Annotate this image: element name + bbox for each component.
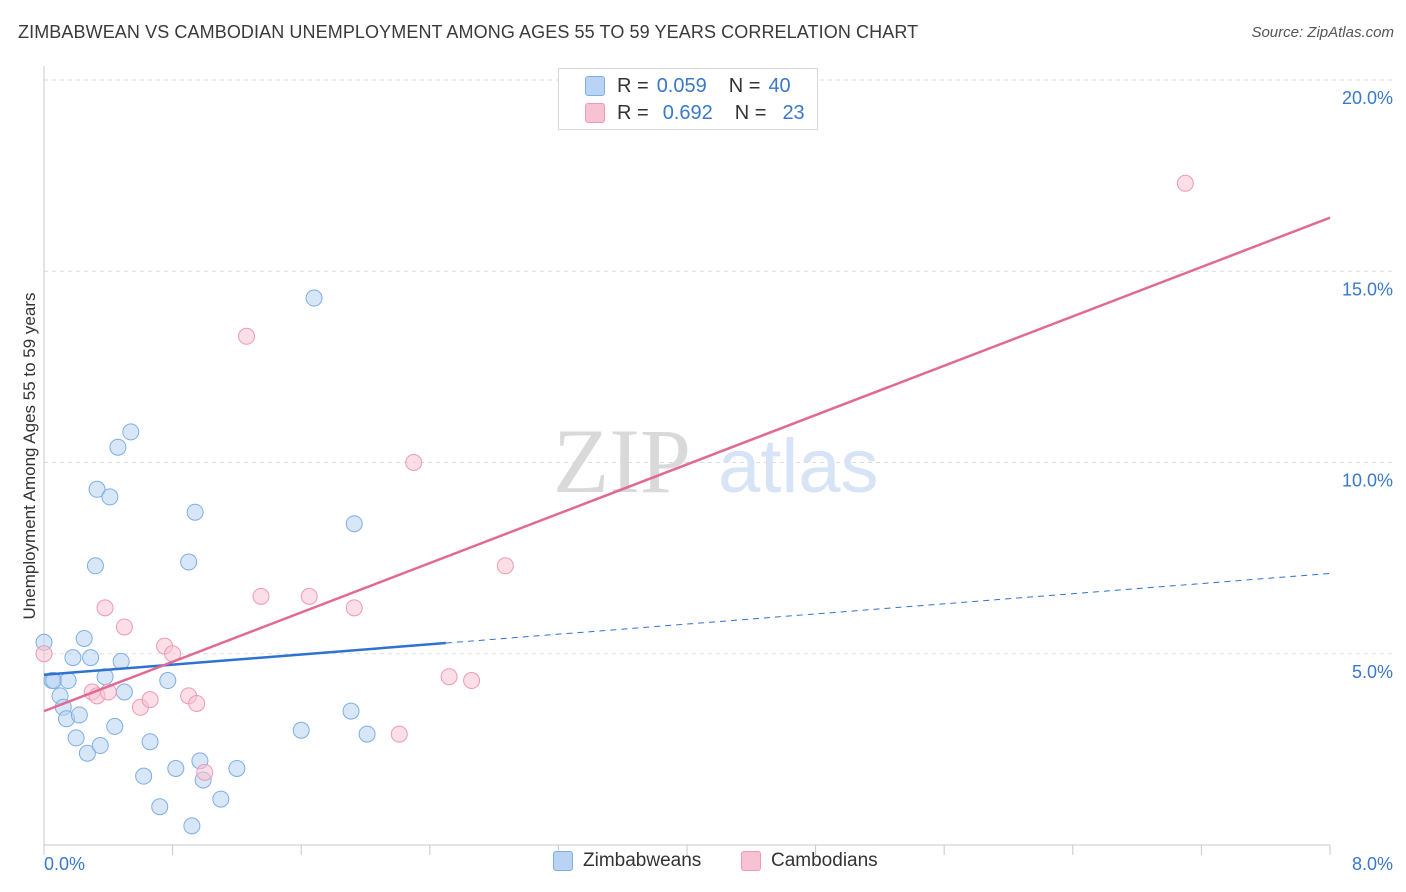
cambodian-point [300, 587, 318, 605]
series-zimbabweans [35, 289, 376, 835]
zimbabwean-point [86, 557, 104, 575]
zimbabwean-point [292, 721, 310, 739]
legend-n-label: N = [728, 74, 761, 97]
zimbabwean-point [228, 760, 246, 777]
legend-swatch-cambodians [585, 103, 605, 123]
source-label: Source: ZipAtlas.com [1251, 24, 1394, 41]
zimbabwean-point [159, 672, 177, 690]
zimbabwean-point [78, 744, 96, 762]
legend-n-value: 23 [782, 101, 805, 124]
zimbabwean-point [212, 790, 230, 808]
x-tick-label: 0.0% [44, 854, 85, 874]
legend-r-value: 0.692 [662, 101, 713, 124]
watermark-zip: ZIP [553, 410, 691, 512]
zimbabwean-point [88, 480, 106, 498]
cambodian-point [35, 645, 53, 663]
cambodian-point [115, 618, 133, 636]
correlation-legend: R = 0.059 N = 40 R = 0.692 N = 23 [558, 68, 818, 130]
cambodian-point [405, 454, 423, 471]
bottom-legend-zimbabweans: Zimbabweans [553, 850, 701, 872]
zimbabwean-point [122, 423, 140, 441]
legend-n-value: 40 [768, 74, 791, 97]
zimbabwean-point [101, 488, 119, 506]
zimbabwean-point [186, 503, 204, 521]
watermark: ZIP atlas [553, 410, 879, 512]
zimbabwean-point [305, 289, 323, 307]
series-cambodians [35, 174, 1194, 781]
legend-r-label: R = [617, 101, 649, 124]
zimbabwean-trend-line [43, 641, 446, 677]
cambodian-point [345, 599, 363, 617]
zimbabwean-trend-extension [445, 572, 1331, 644]
zimbabwean-point [109, 438, 127, 456]
gridlines [44, 79, 1392, 655]
zimbabwean-point [180, 553, 198, 571]
cambodian-point [390, 725, 408, 743]
zimbabwean-point [70, 706, 88, 724]
zimbabwean-point [91, 737, 109, 755]
zimbabwean-point [342, 702, 360, 720]
bottom-legend-label-cambodians: Cambodians [771, 850, 878, 871]
cambodian-point [496, 557, 514, 575]
chart-title: ZIMBABWEAN VS CAMBODIAN UNEMPLOYMENT AMO… [18, 22, 919, 42]
bottom-legend-cambodians: Cambodians [741, 850, 878, 872]
cambodian-point [141, 691, 159, 709]
legend-row-cambodians: R = 0.692 N = 23 [559, 100, 805, 126]
tick-labels: 5.0% 10.0% 15.0% 20.0% 0.0% 8.0% [44, 88, 1393, 874]
zimbabwean-point [82, 649, 100, 667]
y-tick-label: 15.0% [1342, 279, 1393, 299]
y-tick-label: 10.0% [1342, 471, 1393, 491]
cambodian-point [238, 327, 256, 345]
trend-lines [43, 216, 1331, 713]
zimbabwean-point [141, 733, 159, 751]
zimbabwean-point [75, 629, 93, 647]
zimbabwean-point [115, 683, 133, 701]
zimbabwean-point [183, 817, 201, 835]
legend-row-zimbabweans: R = 0.059 N = 40 [559, 73, 791, 99]
zimbabwean-point [345, 515, 363, 533]
zimbabwean-point [106, 717, 124, 735]
x-tick-label: 8.0% [1352, 854, 1393, 874]
zimbabwean-point [135, 767, 153, 785]
cambodian-point [196, 763, 214, 781]
y-tick-label: 5.0% [1352, 662, 1393, 682]
zimbabwean-point [67, 729, 85, 747]
zimbabwean-point [59, 672, 77, 690]
zimbabwean-point [167, 760, 185, 777]
legend-swatch-zimbabweans [585, 76, 605, 96]
zimbabwean-point [64, 649, 82, 667]
legend-n-label: N = [734, 101, 767, 124]
y-tick-label: 20.0% [1342, 88, 1393, 108]
legend-r-label: R = [617, 74, 649, 97]
axes [43, 66, 1331, 855]
bottom-swatch-cambodians [741, 851, 761, 871]
legend-r-value: 0.059 [656, 74, 707, 97]
watermark-atlas: atlas [718, 424, 879, 509]
cambodian-point [188, 694, 206, 712]
zimbabwean-point [151, 798, 169, 816]
cambodian-point [463, 672, 481, 690]
cambodian-point [96, 599, 114, 617]
cambodian-point [252, 587, 270, 605]
zimbabwean-point [358, 725, 376, 743]
cambodian-trend-line [43, 216, 1331, 713]
bottom-legend-label-zimbabweans: Zimbabweans [583, 850, 702, 871]
cambodian-point [1176, 174, 1194, 192]
bottom-swatch-zimbabweans [553, 851, 573, 871]
cambodian-point [440, 668, 458, 686]
